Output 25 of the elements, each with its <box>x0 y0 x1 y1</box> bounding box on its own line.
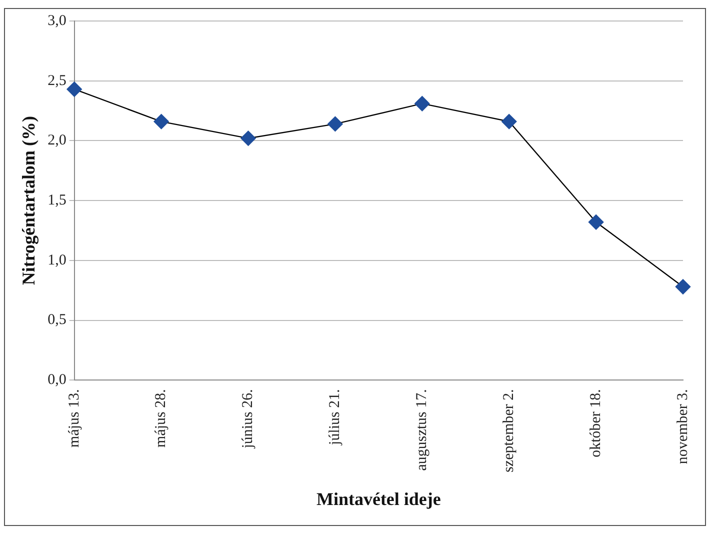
point <box>240 130 256 146</box>
x-tick-label: október 18. <box>588 389 604 458</box>
x-tick-label: június 26. <box>240 389 256 450</box>
y-axis-title: Nitrogéntartalom (%) <box>18 116 38 286</box>
point <box>154 114 169 130</box>
point <box>675 279 691 294</box>
x-tick-label: május 28. <box>153 389 170 448</box>
y-tick-label: 0,0 <box>48 372 66 388</box>
y-tick-label: 2,5 <box>48 72 66 89</box>
point <box>328 116 343 132</box>
point <box>502 114 517 130</box>
x-tick-label: augusztus 17. <box>414 389 430 471</box>
y-tick-label: 0,5 <box>48 312 66 328</box>
x-axis-title: Mintavétel ideje <box>316 488 441 509</box>
point <box>588 214 604 230</box>
y-tick-label: 2,0 <box>48 132 66 149</box>
x-tick-label: május 13. <box>66 389 82 448</box>
point <box>66 82 82 97</box>
point <box>414 96 430 112</box>
x-tick-label: szeptember 2. <box>501 389 518 472</box>
y-tick-label: 3,0 <box>48 12 66 29</box>
y-tick-label: 1,5 <box>48 192 66 208</box>
x-tick-label: július 21. <box>327 389 344 446</box>
y-tick-label: 1,0 <box>48 252 66 268</box>
x-tick-label: november 3. <box>674 389 691 464</box>
